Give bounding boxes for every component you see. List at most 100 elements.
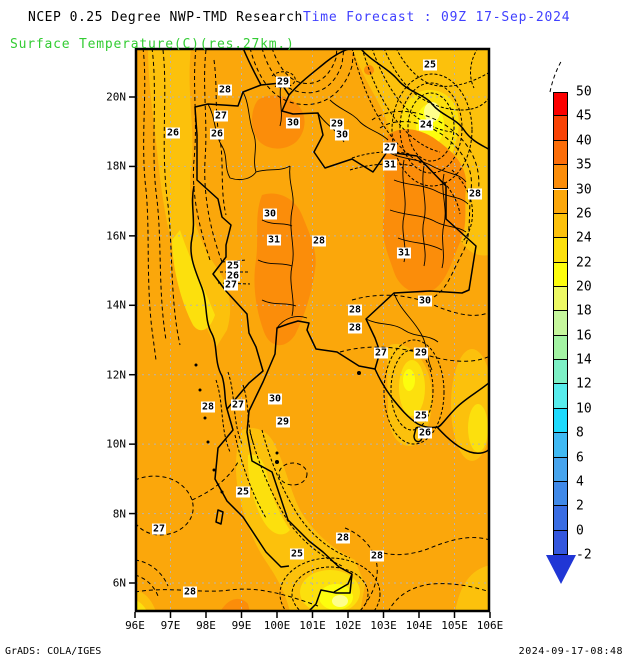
contour-label: 28 bbox=[200, 401, 216, 413]
lon-tick-label: 102E bbox=[334, 619, 362, 632]
colorbar-level-label: 10 bbox=[576, 401, 592, 417]
colorbar-segment bbox=[553, 481, 568, 507]
colorbar-level-label: 8 bbox=[576, 425, 584, 441]
contour-label: 25 bbox=[225, 260, 241, 272]
contour-label: 29 bbox=[413, 347, 429, 359]
contour-label: 29 bbox=[275, 416, 291, 428]
contour-label: 26 bbox=[165, 127, 181, 139]
forecast-title: Time Forecast : 09Z 17-Sep-2024 bbox=[303, 10, 571, 25]
colorbar-segment bbox=[553, 140, 568, 166]
colorbar-segment bbox=[553, 335, 568, 361]
contour-label: 28 bbox=[217, 84, 233, 96]
colorbar-segment bbox=[553, 92, 568, 117]
colorbar-level-label: 14 bbox=[576, 352, 592, 368]
contour-label: 26 bbox=[225, 270, 241, 282]
contour-label: 26 bbox=[417, 427, 433, 439]
lat-tick-label: 20N bbox=[106, 90, 126, 104]
contour-label: 27 bbox=[230, 399, 246, 411]
lon-tick-label: 100E bbox=[263, 619, 291, 632]
contour-label: 27 bbox=[382, 142, 398, 154]
contour-label: 30 bbox=[267, 393, 283, 405]
colorbar-segment bbox=[553, 213, 568, 239]
colorbar-level-label: 35 bbox=[576, 157, 592, 173]
contour-label: 28 bbox=[369, 550, 385, 562]
contour-label: 26 bbox=[209, 128, 225, 140]
colorbar-level-label: 12 bbox=[576, 376, 592, 392]
grads-credit: GrADS: COLA/IGES bbox=[5, 646, 102, 657]
colorbar-level-label: 18 bbox=[576, 303, 592, 319]
page-title: NCEP 0.25 Degree NWP-TMD Research bbox=[28, 10, 303, 25]
colorbar-segment bbox=[553, 433, 568, 458]
colorbar-segment bbox=[553, 165, 568, 190]
contour-label: 25 bbox=[422, 59, 438, 71]
colorbar-segment bbox=[553, 116, 568, 141]
lon-tick-label: 97E bbox=[160, 619, 181, 632]
colorbar-level-label: 2 bbox=[576, 498, 584, 514]
lon-tick-label: 104E bbox=[405, 619, 433, 632]
lon-tick-label: 101E bbox=[299, 619, 326, 632]
lon-tick-label: 96E bbox=[125, 619, 145, 632]
contour-label: 27 bbox=[213, 110, 229, 122]
contour-label: 24 bbox=[418, 119, 434, 131]
colorbar-below-range-arrow bbox=[545, 555, 576, 584]
contour-label: 28 bbox=[347, 304, 363, 316]
colorbar-segment bbox=[553, 262, 568, 287]
contour-label: 31 bbox=[266, 234, 282, 246]
variable-subtitle: Surface Temperature(C)(res.27km.) bbox=[10, 37, 295, 52]
contour-label: 29 bbox=[329, 118, 345, 130]
colorbar-segment bbox=[553, 384, 568, 409]
contour-label: 29 bbox=[275, 76, 291, 88]
plot-timestamp: 2024-09-17-08:48 bbox=[518, 646, 623, 657]
contour-label: 28 bbox=[182, 586, 198, 598]
colorbar-segment bbox=[553, 360, 568, 385]
contour-label: 30 bbox=[285, 117, 301, 129]
colorbar-segment bbox=[553, 311, 568, 336]
map-fill-layers bbox=[136, 49, 489, 611]
colorbar-level-label: 0 bbox=[576, 523, 584, 539]
lat-tick-label: 18N bbox=[106, 159, 126, 173]
contour-label: 27 bbox=[151, 523, 167, 535]
lon-tick-label: 98E bbox=[196, 619, 216, 632]
colorbar-level-label: 20 bbox=[576, 279, 592, 295]
islands bbox=[194, 363, 361, 494]
province-boundaries bbox=[207, 82, 469, 371]
colorbar-stray-contour bbox=[549, 59, 563, 93]
colorbar-level-label: 30 bbox=[576, 182, 592, 197]
contour-label: 28 bbox=[347, 322, 363, 334]
colorbar-segment bbox=[553, 287, 568, 312]
contour-label: 28 bbox=[335, 532, 351, 544]
contour-label: 25 bbox=[413, 410, 429, 422]
lat-tick-label: 12N bbox=[106, 368, 126, 382]
lat-tick-label: 8N bbox=[112, 507, 126, 521]
contour-label: 28 bbox=[467, 188, 483, 200]
colorbar-level-label: 16 bbox=[576, 328, 592, 344]
lat-tick-label: 16N bbox=[106, 229, 126, 243]
colorbar-segment bbox=[553, 408, 568, 434]
contour-label: 30 bbox=[417, 295, 433, 307]
colorbar-level-label: 26 bbox=[576, 206, 592, 222]
colorbar-level-label: 40 bbox=[576, 133, 592, 149]
colorbar-level-label: 45 bbox=[576, 108, 592, 124]
contour-label: 25 bbox=[235, 486, 251, 498]
axis-ticks bbox=[129, 96, 491, 618]
contour-label: 28 bbox=[311, 235, 327, 247]
country-boundaries bbox=[190, 49, 489, 611]
lon-tick-label: 99E bbox=[231, 619, 252, 632]
lat-tick-label: 14N bbox=[106, 298, 126, 312]
contour-label: 31 bbox=[396, 247, 412, 259]
contour-label: 31 bbox=[382, 159, 398, 171]
graticule bbox=[136, 49, 489, 611]
lon-tick-label: 106E bbox=[476, 619, 504, 632]
colorbar-level-label: 24 bbox=[576, 230, 592, 246]
colorbar-level-label: 6 bbox=[576, 450, 584, 466]
map-frame bbox=[134, 47, 491, 613]
colorbar-level-label: 22 bbox=[576, 255, 592, 271]
colorbar-segment bbox=[553, 457, 568, 482]
colorbar-segment bbox=[553, 189, 568, 214]
contour-label: 30 bbox=[262, 208, 278, 220]
lon-tick-label: 103E bbox=[370, 619, 397, 632]
colorbar-level-label: -2 bbox=[576, 547, 592, 563]
colorbar-segment bbox=[553, 506, 568, 531]
